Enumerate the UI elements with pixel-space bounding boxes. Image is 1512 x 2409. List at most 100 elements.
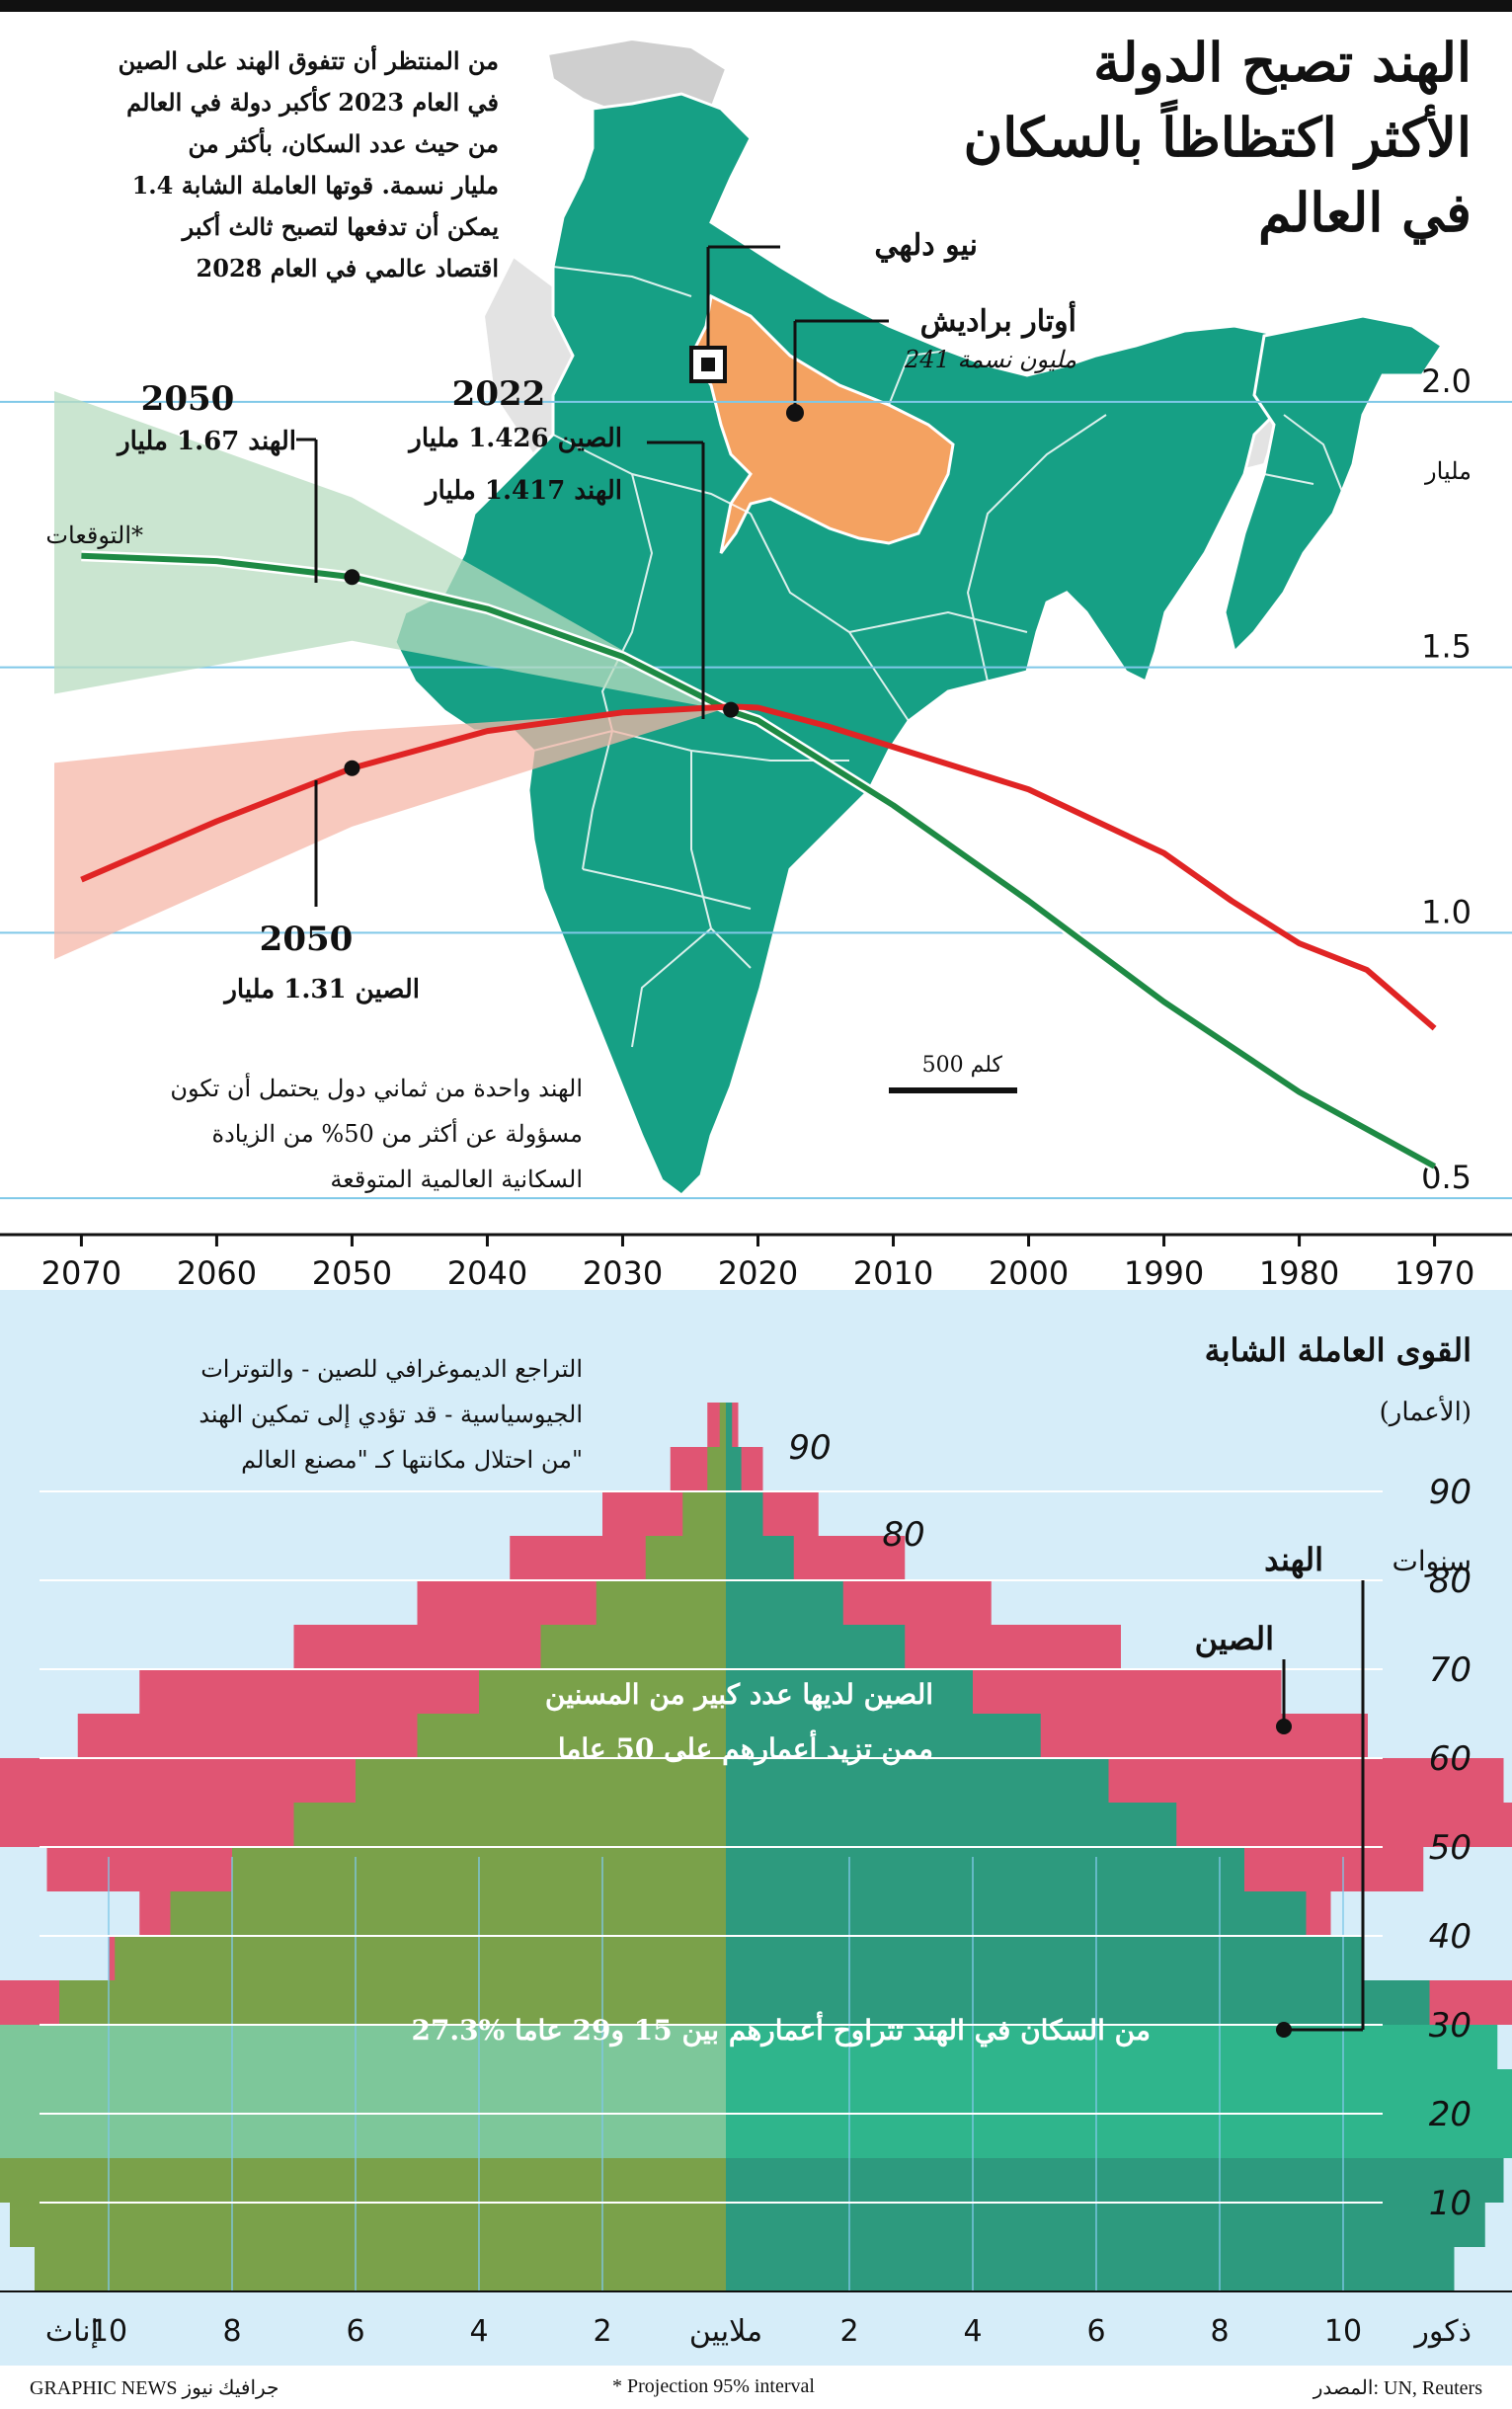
- x-tick-label: 2050: [312, 1254, 392, 1292]
- x-tick-label: 2010: [853, 1254, 933, 1292]
- india-female-bar: [356, 1758, 726, 1803]
- india-female-bar: [0, 2158, 726, 2203]
- data-point: [344, 569, 360, 586]
- india-2050-value: الهند 1.67 مليار: [116, 427, 296, 456]
- x-tick-label: 6: [1086, 2314, 1105, 2349]
- india-male-bar: [726, 2025, 1498, 2069]
- x-tick-label: 2: [593, 2314, 611, 2349]
- india-male-bar: [726, 2114, 1512, 2158]
- age-label: 80: [1429, 1562, 1472, 1601]
- india-male-bar: [726, 1669, 973, 1714]
- line-annotations: 2050 الهند 1.67 مليار 2022 الصين 1.426 م…: [45, 374, 1472, 1193]
- china-elderly-note-2: ممن تزيد أعمارهم على 50 عاما: [558, 1730, 933, 1766]
- pyramid-note-line: الجيوسياسية - قد تؤدي إلى تمكين الهند: [199, 1401, 583, 1428]
- india-female-bar: [293, 1803, 726, 1847]
- age-label: 60: [1429, 1739, 1472, 1779]
- x-tick-label: 2000: [989, 1254, 1069, 1292]
- title-block: الهند تصبح الدولة الأكثر اكتظاظاً بالسكا…: [964, 31, 1472, 245]
- pyramid-subtitle: (الأعمار): [1380, 1395, 1472, 1427]
- india-male-bar: [726, 1625, 906, 1669]
- india-female-bar: [596, 1580, 726, 1625]
- title-line-1: الهند تصبح الدولة: [1093, 31, 1472, 96]
- india-female-bar: [59, 1980, 726, 2025]
- x-tick-label: 2: [839, 2314, 858, 2349]
- india-female-bar: [0, 2069, 726, 2114]
- footer-credit: GRAPHIC NEWS جرافيك نيوز: [30, 2377, 279, 2399]
- projection-label: التوقعات*: [45, 522, 143, 549]
- india-male-bar: [726, 1936, 1362, 1980]
- india-female-bar: [645, 1536, 726, 1580]
- male-label: ذكور: [1412, 2314, 1472, 2349]
- intro-paragraph: من المنتظر أن تتفوق الهند على الصين في ا…: [119, 43, 500, 283]
- x-tick-label: 2060: [177, 1254, 257, 1292]
- china-2050-year: 2050: [260, 920, 354, 959]
- footer-source: المصدر: UN, Reuters: [1313, 2377, 1482, 2399]
- india-male-bar: [726, 1803, 1177, 1847]
- x-tick-label: 2070: [41, 1254, 121, 1292]
- y-tick-label: 1.5: [1421, 628, 1472, 666]
- india-male-bar: [726, 1980, 1430, 2025]
- india-male-bar: [726, 2069, 1512, 2114]
- india-male-bar: [726, 1714, 1041, 1758]
- india-female-bar: [115, 1936, 726, 1980]
- x-tick-label: 4: [963, 2314, 982, 2349]
- x-tick-label: 2020: [718, 1254, 798, 1292]
- india-male-bar: [726, 1891, 1307, 1936]
- y2022-year: 2022: [452, 374, 546, 414]
- intro-line: 1.4 مليار نسمة. قوتها العاملة الشابة: [132, 171, 499, 201]
- india-female-bar: [35, 2247, 726, 2291]
- legend-india: الهند: [1264, 1541, 1323, 1579]
- pyramid-labels: القوى العاملة الشابة (الأعمار) التراجع ا…: [45, 1331, 1472, 2349]
- china-2050-value: الصين 1.31 مليار: [222, 975, 420, 1004]
- intro-line: اقتصاد عالمي في العام 2028: [197, 254, 499, 283]
- pyramid-title: القوى العاملة الشابة: [1205, 1331, 1472, 1370]
- china-elderly-note-1: الصين لديها عدد كبير من المسنين: [545, 1678, 933, 1712]
- india-male-bar: [726, 1491, 763, 1536]
- india-2050-year: 2050: [141, 379, 235, 419]
- india-male-bar: [726, 1758, 1109, 1803]
- x-tick-label: ملايين: [689, 2314, 762, 2349]
- intro-line: من حيث عدد السكان، بأكثر من: [188, 126, 499, 159]
- y-tick-label: 2.0: [1421, 362, 1472, 400]
- projection-interval: [54, 706, 732, 960]
- india-female-bar: [0, 2025, 726, 2069]
- india-female-bar: [682, 1491, 726, 1536]
- india-map: [393, 92, 1445, 1197]
- map-scale-bar: 500 كلم: [889, 1053, 1017, 1093]
- india-female-bar: [719, 1403, 726, 1447]
- age-label: 30: [1429, 2006, 1472, 2046]
- female-label: إناث: [45, 2314, 99, 2349]
- title-line-3: في العالم: [1258, 181, 1472, 245]
- x-tick-label: 10: [1324, 2314, 1362, 2349]
- uttar-pradesh-marker: أوتار براديش 241 مليون نسمة: [786, 300, 1076, 422]
- x-tick-label: 1980: [1259, 1254, 1339, 1292]
- pyramid-note-line: من احتلال مكانتها كـ "مصنع العالم": [241, 1446, 583, 1474]
- intro-line: من المنتظر أن تتفوق الهند على الصين: [119, 43, 499, 76]
- india-male-bar: [726, 1580, 843, 1625]
- data-point: [344, 760, 360, 776]
- x-tick-label: 8: [222, 2314, 241, 2349]
- age-label: 40: [1429, 1917, 1472, 1957]
- top-rule: [0, 0, 1512, 12]
- india-male-bar: [726, 2247, 1455, 2291]
- series-line: [81, 552, 1437, 1169]
- title-line-2: الأكثر اكتظاظاً بالسكان: [964, 99, 1472, 171]
- x-tick-label: 2030: [583, 1254, 663, 1292]
- y-tick-label: 1.0: [1421, 893, 1472, 930]
- legend-china: الصين: [1195, 1620, 1274, 1658]
- x-tick-label: 2040: [447, 1254, 527, 1292]
- age-inline-label: 80: [882, 1515, 924, 1555]
- india-female-bar: [0, 2114, 726, 2158]
- india-female-bar: [540, 1625, 726, 1669]
- y2022-china: الصين 1.426 مليار: [407, 424, 622, 453]
- india-male-bar: [726, 2158, 1504, 2203]
- uttar-pradesh-label: أوتار براديش: [920, 300, 1076, 339]
- new-delhi-label: نيو دلهي: [874, 228, 978, 263]
- x-tick-label: 10: [90, 2314, 127, 2349]
- x-tick-label: 4: [469, 2314, 488, 2349]
- y-unit-label: مليار: [1424, 457, 1472, 485]
- intro-line: في العام 2023 كأكبر دولة في العالم: [126, 85, 499, 118]
- india-male-bar: [726, 1447, 742, 1491]
- age-label: 10: [1429, 2184, 1472, 2223]
